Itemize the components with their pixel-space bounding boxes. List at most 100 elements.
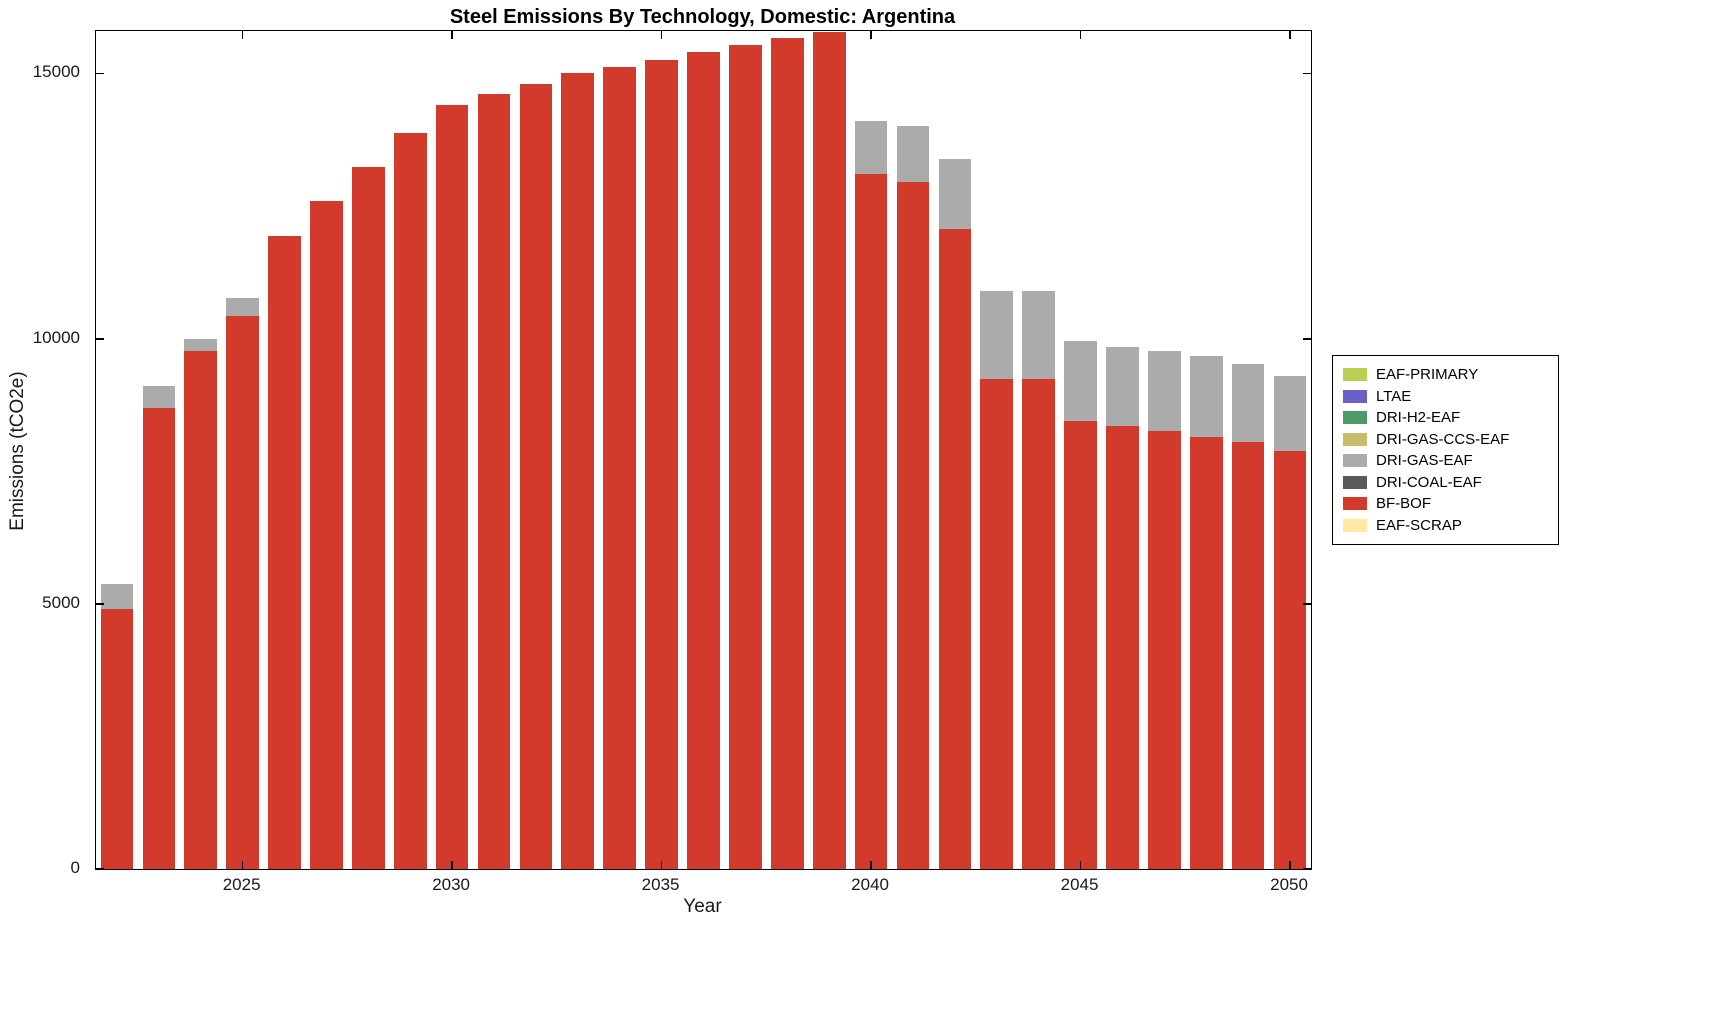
legend-label: DRI-GAS-EAF [1376, 452, 1473, 470]
bar-2033 [561, 73, 595, 869]
bar-segment-bf-bof [687, 51, 720, 869]
legend-swatch-icon [1343, 368, 1367, 382]
bar-segment-bf-bof [100, 609, 134, 869]
legend: EAF-PRIMARY LTAE DRI-H2-EAF DRI-GAS-CCS-EAF… [1332, 355, 1559, 545]
legend-item-dri-gas-ccs-eaf: DRI-GAS-CCS-EAF [1343, 429, 1558, 451]
y-tick-label: 15000 [32, 62, 80, 82]
bar-segment-dri-gas-eaf [1106, 346, 1139, 427]
bar-2022 [100, 584, 134, 869]
bar-segment-bf-bof [1273, 451, 1307, 869]
legend-item-bf-bof: BF-BOF [1343, 493, 1558, 515]
x-tick-mark [1289, 31, 1291, 39]
y-axis: 0 5000 10000 15000 [0, 30, 88, 877]
bar-segment-dri-gas-eaf [938, 158, 972, 230]
x-tick-mark [1289, 861, 1291, 869]
bar-2028 [351, 166, 385, 869]
bar-segment-bf-bof [142, 408, 176, 869]
bar-segment-dri-gas-eaf [980, 291, 1014, 380]
bar-2032 [519, 83, 553, 869]
bar-segment-bf-bof [184, 351, 218, 869]
bar-segment-bf-bof [310, 201, 343, 869]
x-tick-mark [660, 31, 663, 39]
x-tick-mark [241, 861, 244, 869]
bar-2035 [645, 59, 678, 869]
bar-2041 [896, 126, 930, 869]
bar-2029 [393, 132, 427, 869]
bar-segment-dri-gas-eaf [896, 126, 930, 182]
bar-2025 [226, 298, 259, 869]
bar-segment-dri-gas-eaf [1273, 376, 1307, 452]
legend-item-dri-h2-eaf: DRI-H2-EAF [1343, 407, 1558, 429]
bar-segment-bf-bof [1189, 436, 1223, 869]
bar-2040 [854, 120, 888, 869]
x-tick-mark [1079, 31, 1082, 39]
bar-segment-dri-gas-eaf [1064, 341, 1097, 422]
bar-segment-bf-bof [393, 132, 427, 869]
y-tick-mark [96, 338, 104, 340]
x-tick-mark [870, 861, 872, 869]
x-axis: 2025 2030 2035 2040 2045 2050 [95, 869, 1310, 895]
bar-segment-bf-bof [519, 83, 553, 869]
legend-item-eaf-primary: EAF-PRIMARY [1343, 364, 1558, 386]
y-tick-label: 10000 [32, 327, 80, 347]
x-tick-mark [451, 31, 453, 39]
x-tick-mark [451, 861, 453, 869]
x-tick-mark [241, 31, 244, 39]
legend-swatch-icon [1343, 475, 1367, 489]
bar-segment-bf-bof [435, 104, 469, 869]
bar-2049 [1231, 364, 1265, 869]
plot-area [95, 30, 1312, 870]
bar-segment-bf-bof [1148, 431, 1181, 869]
bar-2024 [184, 338, 218, 869]
bar-segment-dri-gas-eaf [142, 386, 176, 409]
legend-item-eaf-scrap: EAF-SCRAP [1343, 515, 1558, 537]
bar-2030 [435, 104, 469, 869]
legend-swatch-icon [1343, 518, 1367, 532]
bar-2047 [1148, 351, 1181, 869]
bar-2034 [603, 66, 637, 869]
bar-segment-dri-gas-eaf [854, 120, 888, 174]
bar-segment-bf-bof [1106, 426, 1139, 869]
bar-segment-bf-bof [938, 229, 972, 869]
bar-segment-dri-gas-eaf [184, 338, 218, 352]
bar-segment-bf-bof [645, 59, 678, 869]
bar-2037 [729, 44, 762, 869]
x-tick-mark [870, 31, 872, 39]
legend-label: DRI-COAL-EAF [1376, 473, 1482, 491]
y-tick-label: 0 [70, 858, 80, 877]
legend-swatch-icon [1343, 454, 1367, 468]
y-tick-mark [1303, 603, 1311, 605]
legend-label: LTAE [1376, 387, 1412, 405]
bar-2023 [142, 386, 176, 869]
bar-2046 [1106, 346, 1139, 869]
bar-2043 [980, 291, 1014, 869]
legend-label: BF-BOF [1376, 495, 1431, 513]
bar-2026 [268, 236, 301, 869]
bar-2038 [770, 38, 804, 869]
x-tick-label: 2035 [641, 875, 680, 894]
x-axis-label: Year [683, 896, 722, 917]
bar-2036 [687, 51, 720, 869]
y-tick-label: 5000 [42, 592, 80, 612]
bar-2031 [477, 93, 511, 869]
bar-2044 [1022, 291, 1055, 869]
bar-segment-dri-gas-eaf [226, 298, 259, 316]
y-tick-mark [96, 72, 104, 75]
legend-swatch-icon [1343, 389, 1367, 403]
x-tick-mark [660, 861, 663, 869]
legend-label: DRI-GAS-CCS-EAF [1376, 430, 1510, 448]
legend-item-ltae: LTAE [1343, 386, 1558, 408]
bar-segment-dri-gas-eaf [1231, 364, 1265, 442]
bar-segment-dri-gas-eaf [1022, 291, 1055, 380]
bar-2027 [310, 201, 343, 869]
bar-2045 [1064, 341, 1097, 869]
x-tick-mark [1079, 861, 1082, 869]
legend-label: EAF-PRIMARY [1376, 366, 1479, 384]
bar-segment-dri-gas-eaf [1189, 356, 1223, 437]
bar-segment-bf-bof [1064, 421, 1097, 869]
x-tick-label: 2050 [1270, 875, 1308, 894]
bar-segment-bf-bof [561, 73, 595, 869]
bar-segment-bf-bof [854, 173, 888, 869]
bar-segment-bf-bof [1231, 441, 1265, 869]
